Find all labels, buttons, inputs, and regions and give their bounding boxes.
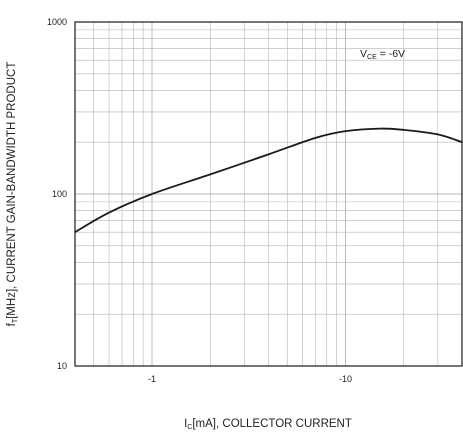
tick-layer: -1 -10 10 100 1000: [47, 17, 352, 384]
y-tick-label: 10: [57, 361, 67, 371]
series-layer: [74, 127, 463, 233]
plot-frame: [74, 21, 463, 367]
series-line: [74, 127, 463, 233]
x-tick-label: -10: [339, 374, 352, 384]
x-tick-label: -1: [148, 374, 156, 384]
y-tick-label: 1000: [47, 17, 67, 27]
grid-layer: [75, 22, 462, 366]
annotation-vce: VCE = -6V: [360, 48, 405, 61]
y-axis-label: fT[MHz], CURRENT GAIN-BANDWIDTH PRODUCT: [6, 62, 19, 327]
x-axis-label: IC[mA], COLLECTOR CURRENT: [184, 418, 352, 431]
y-tick-label: 100: [52, 189, 67, 199]
